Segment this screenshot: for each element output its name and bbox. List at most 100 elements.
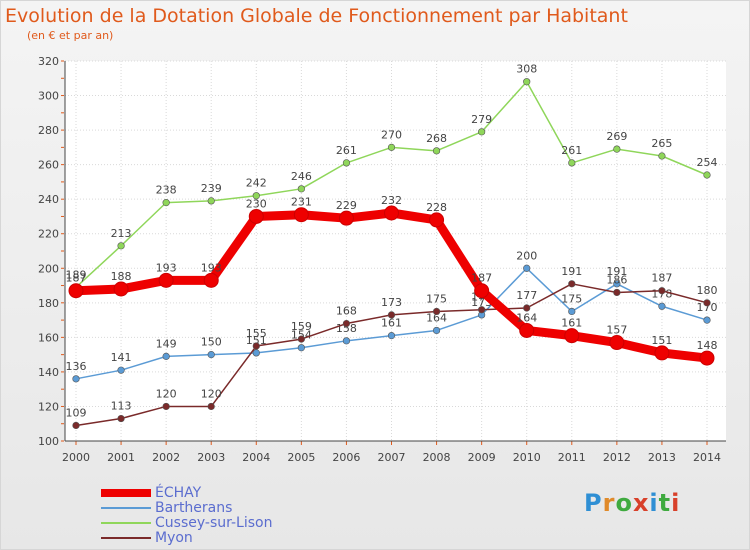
data-label-myon: 159 (291, 320, 312, 333)
data-label-myon: 180 (697, 284, 718, 297)
data-label--chay: 187 (471, 272, 492, 285)
legend-label-myon: Myon (155, 530, 193, 546)
logo-letter: P (584, 489, 603, 517)
x-tick-label: 2005 (287, 451, 315, 464)
data-label--chay: 232 (381, 194, 402, 207)
data-point--chay (68, 283, 84, 299)
data-point-myon (297, 335, 305, 343)
data-point-cussey-sur-lison (568, 159, 576, 167)
data-point-cussey-sur-lison (658, 152, 666, 160)
logo-letter: x (632, 489, 650, 517)
proxiti-logo: Proxiti (584, 489, 680, 517)
data-point-cussey-sur-lison (342, 159, 351, 167)
data-label-myon: 187 (651, 272, 672, 285)
plot-area (65, 61, 726, 441)
y-tick-label: 260 (38, 159, 59, 172)
data-point--chay (338, 210, 354, 226)
data-label-myon: 120 (201, 387, 222, 400)
data-point--chay (654, 345, 670, 361)
data-point-bartherans (658, 302, 666, 310)
data-point-bartherans (162, 352, 170, 360)
data-point--chay (158, 272, 174, 288)
data-point--chay (564, 328, 580, 344)
data-point-myon (703, 299, 711, 307)
data-point-cussey-sur-lison (432, 147, 441, 155)
y-tick-label: 220 (38, 228, 59, 241)
data-point-cussey-sur-lison (523, 78, 531, 86)
data-point-myon (478, 306, 486, 314)
data-point-cussey-sur-lison (387, 143, 396, 151)
data-label-cussey-sur-lison: 308 (516, 63, 537, 76)
data-point-myon (117, 414, 125, 423)
x-tick-label: 2011 (558, 451, 586, 464)
data-point-cussey-sur-lison (117, 242, 125, 250)
data-point-myon (252, 342, 260, 350)
y-tick-label: 200 (38, 262, 59, 275)
data-label-cussey-sur-lison: 254 (697, 156, 718, 169)
data-label--chay: 188 (111, 270, 132, 283)
y-tick-label: 160 (38, 331, 59, 344)
data-label-cussey-sur-lison: 213 (111, 227, 132, 240)
logo-letter: t (658, 489, 672, 517)
data-label-myon: 191 (561, 265, 582, 278)
data-point-cussey-sur-lison (478, 128, 486, 136)
data-point-cussey-sur-lison (207, 197, 215, 205)
data-label-myon: 173 (381, 296, 402, 309)
data-point-bartherans (72, 375, 80, 383)
data-label-bartherans: 175 (561, 292, 582, 305)
y-tick-label: 140 (38, 366, 59, 379)
data-label-myon: 113 (111, 400, 132, 413)
data-point-bartherans (387, 332, 396, 340)
data-label--chay: 230 (246, 197, 267, 210)
data-point-cussey-sur-lison (162, 199, 170, 207)
data-label-myon: 175 (426, 292, 447, 305)
legend-swatch-myon (101, 537, 151, 539)
x-tick-label: 2002 (152, 451, 180, 464)
data-label--chay: 148 (697, 339, 718, 352)
data-label--chay: 187 (66, 272, 87, 285)
data-label-bartherans: 154 (291, 329, 312, 342)
data-label-cussey-sur-lison: 239 (201, 182, 222, 195)
data-point-bartherans (613, 280, 621, 288)
data-point-cussey-sur-lison (613, 145, 621, 153)
x-tick-label: 2000 (62, 451, 90, 464)
legend-label-cussey-sur-lison: Cussey-sur-Lison (155, 515, 273, 531)
data-label--chay: 193 (201, 261, 222, 274)
logo-letter: o (615, 489, 633, 517)
data-label--chay: 231 (291, 196, 312, 209)
data-point-myon (613, 288, 621, 297)
data-point-myon (658, 287, 666, 295)
y-tick-label: 120 (38, 400, 59, 413)
data-label-cussey-sur-lison: 279 (471, 113, 492, 126)
y-tick-label: 300 (38, 90, 59, 103)
data-point-myon (523, 304, 531, 312)
data-label-cussey-sur-lison: 261 (561, 144, 582, 157)
data-point-myon (162, 402, 170, 411)
data-point-myon (342, 319, 351, 328)
data-point-myon (568, 280, 576, 288)
data-point--chay (248, 208, 264, 224)
legend-swatch-cussey-sur-lison (101, 522, 151, 524)
data-label-bartherans: 150 (201, 336, 222, 349)
data-point-cussey-sur-lison (252, 192, 260, 200)
data-label-cussey-sur-lison: 270 (381, 128, 402, 141)
data-label-bartherans: 136 (66, 360, 87, 373)
data-point-bartherans (207, 351, 215, 359)
y-tick-label: 280 (38, 124, 59, 137)
x-tick-label: 2013 (648, 451, 676, 464)
logo-letter: r (602, 489, 616, 517)
data-label-bartherans: 164 (426, 311, 447, 324)
data-point--chay (609, 335, 625, 351)
y-tick-label: 320 (38, 55, 59, 68)
x-tick-label: 2008 (423, 451, 451, 464)
x-tick-label: 2010 (513, 451, 541, 464)
x-tick-label: 2007 (378, 451, 406, 464)
data-point--chay (384, 205, 399, 221)
legend-swatch-bartherans (101, 507, 151, 509)
x-tick-label: 2004 (242, 451, 270, 464)
x-tick-label: 2009 (468, 451, 496, 464)
data-point-cussey-sur-lison (703, 171, 711, 179)
data-label-myon: 186 (606, 273, 627, 286)
data-label--chay: 164 (516, 311, 537, 324)
